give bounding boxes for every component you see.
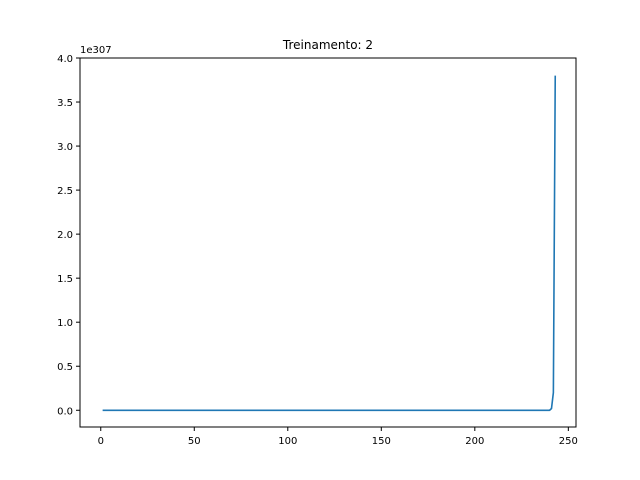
y-tick-label: 0.0	[57, 406, 73, 417]
plot-area: 0 50 100 150 200 250 0.0 0.5 1.0 1.5 2.0 2.5 3.0 3.5 4…	[57, 54, 578, 447]
x-tick-label: 250	[559, 436, 578, 447]
series-line	[102, 75, 557, 412]
y-tick-label: 4.0	[57, 54, 73, 65]
x-tick-label: 150	[372, 436, 391, 447]
y-tick-label: 2.0	[57, 230, 73, 241]
x-tick-label: 200	[465, 436, 484, 447]
x-tick-label: 0	[98, 436, 104, 447]
y-tick-label: 1.5	[57, 274, 73, 285]
y-tick-label: 3.5	[57, 98, 73, 109]
axes-frame	[79, 57, 577, 428]
x-tick-label: 50	[188, 436, 201, 447]
x-tick-label: 100	[278, 436, 297, 447]
y-tick-label: 0.5	[57, 362, 73, 373]
y-offset-label: 1e307	[80, 45, 112, 56]
y-tick-label: 2.5	[57, 186, 73, 197]
chart-title: Treinamento: 2	[282, 38, 373, 52]
y-tick-label: 3.0	[57, 142, 73, 153]
y-tick-label: 1.0	[57, 318, 73, 329]
